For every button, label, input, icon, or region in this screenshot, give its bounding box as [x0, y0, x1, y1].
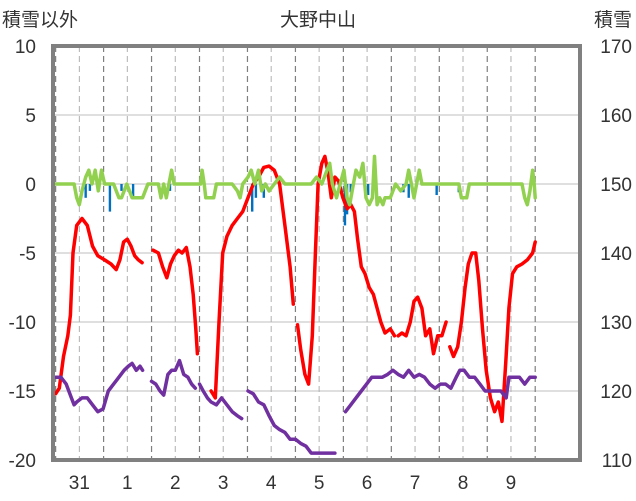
- x-tick-label-8: 8: [458, 473, 469, 494]
- series-line-3-0: [53, 154, 537, 207]
- x-tick-label-9: 9: [506, 473, 517, 494]
- series-line-1-4: [396, 295, 448, 356]
- bar-0-11: [349, 184, 352, 193]
- bar-0-6: [251, 184, 254, 212]
- left-tick-label-2: -10: [9, 313, 36, 334]
- left-axis-title: 積雪以外: [2, 9, 78, 31]
- left-tick-label-6: 10: [15, 37, 36, 58]
- series-line-2-2: [197, 382, 244, 421]
- series-line-1-2: [209, 164, 296, 400]
- x-tick-label-0: 31: [69, 473, 90, 494]
- left-tick-label-4: 0: [25, 175, 36, 196]
- right-tick-label-3: 140: [600, 244, 632, 265]
- series-line-1-1: [151, 245, 200, 356]
- left-tick-label-5: 5: [25, 106, 36, 127]
- left-tick-label-0: -20: [9, 451, 36, 472]
- x-tick-label-5: 5: [314, 473, 325, 494]
- bar-0-7: [254, 184, 258, 198]
- x-tick-label-2: 2: [170, 473, 181, 494]
- chart-title: 大野中山: [280, 9, 356, 31]
- series-line-2-0: [53, 361, 145, 414]
- bar-0-1: [88, 184, 92, 191]
- bar-0-3: [120, 184, 123, 191]
- left-tick-label-1: -15: [9, 382, 36, 403]
- right-tick-label-0: 110: [602, 451, 632, 472]
- series-line-1-0: [53, 216, 144, 396]
- series-line-1-3: [295, 154, 397, 386]
- right-axis-title: 積雪: [594, 9, 632, 31]
- left-tick-label-3: -5: [19, 244, 36, 265]
- right-tick-label-1: 120: [600, 382, 632, 403]
- bar-0-15: [435, 184, 438, 196]
- bar-0-4: [131, 184, 135, 198]
- x-tick-label-3: 3: [218, 473, 229, 494]
- x-tick-label-6: 6: [362, 473, 373, 494]
- right-tick-label-6: 170: [600, 37, 632, 58]
- bar-0-14: [407, 184, 410, 198]
- series-line-1-5: [448, 240, 537, 424]
- series-layer: [53, 154, 537, 455]
- right-tick-label-4: 150: [600, 175, 632, 196]
- axis-labels: 大野中山 積雪以外 積雪: [2, 9, 632, 31]
- plot-frame: [51, 44, 582, 462]
- x-tick-label-1: 1: [122, 473, 133, 494]
- ticks: -20 -15 -10 -5 0 5 10 110 120 130 140 150 160 170 31 1 2…: [9, 37, 632, 494]
- x-tick-label-7: 7: [410, 473, 421, 494]
- series-line-2-4: [343, 368, 537, 414]
- bar-0-2: [108, 184, 112, 212]
- series-line-2-3: [246, 389, 337, 455]
- right-tick-label-5: 160: [600, 106, 632, 127]
- series-line-2-1: [149, 358, 198, 397]
- right-tick-label-2: 130: [600, 313, 632, 334]
- x-tick-label-4: 4: [266, 473, 277, 494]
- bar-0-12: [366, 184, 370, 196]
- bar-0-8: [262, 184, 265, 198]
- bar-0-0: [84, 184, 87, 198]
